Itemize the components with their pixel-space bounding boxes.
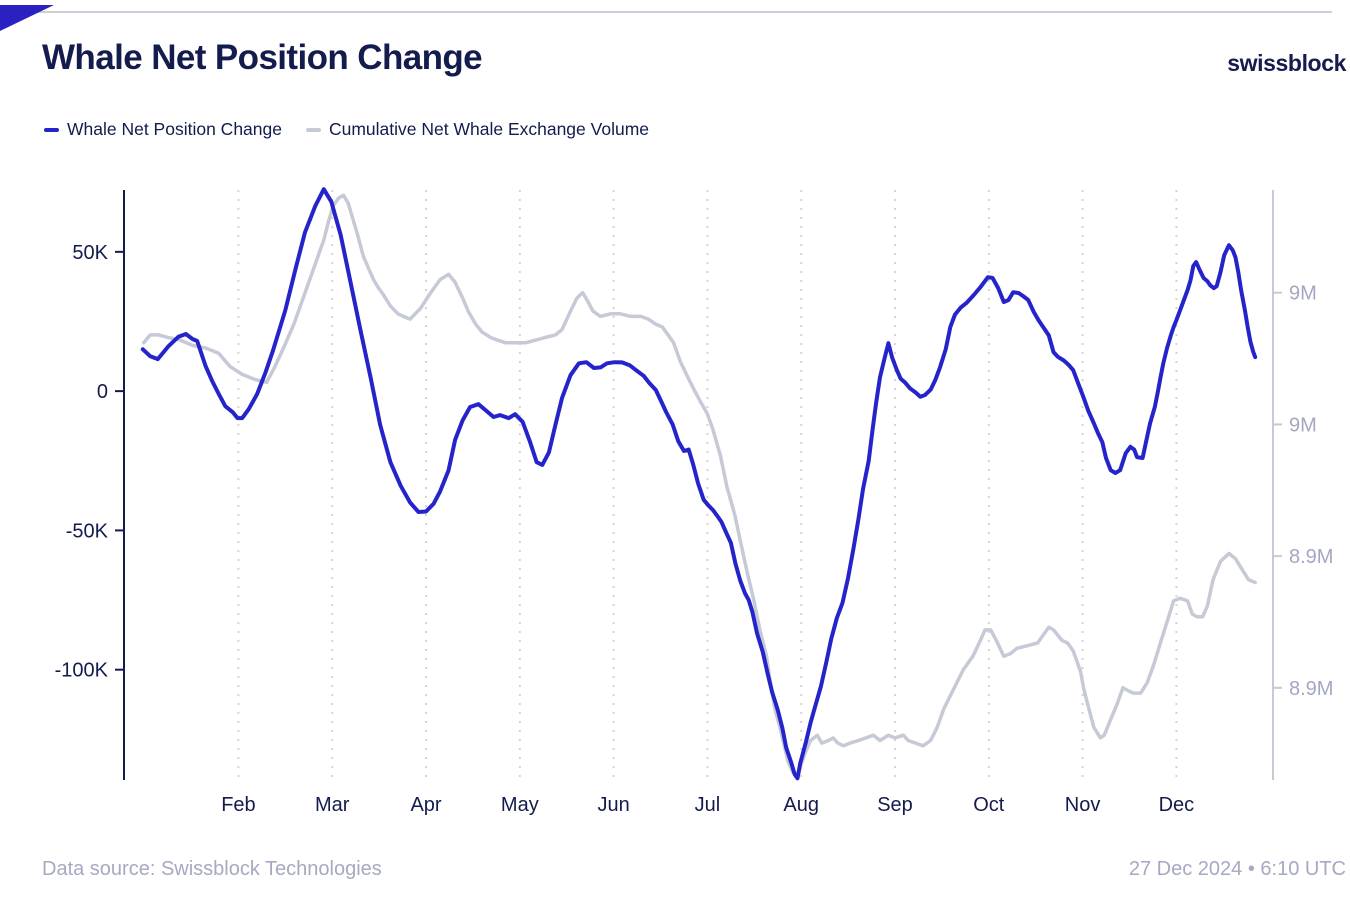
series-cumulative-net-whale-exchange-volume [141,193,1257,780]
brand-logo: swissblock [1227,50,1346,76]
right-axis-label: 9M [1289,414,1317,436]
legend-dash-blue-icon [44,127,59,132]
month-label-may: May [501,794,539,816]
page-title: Whale Net Position Change [42,38,483,77]
top-border [0,11,1332,13]
month-label-feb: Feb [221,794,255,816]
right-axis-label: 8.9M [1289,678,1333,700]
month-label-mar: Mar [315,794,350,816]
legend-label: Cumulative Net Whale Exchange Volume [328,119,650,139]
month-label-sep: Sep [877,794,913,816]
corner-triangle-icon [0,5,54,31]
left-axis-label: 0 [97,381,108,403]
month-label-apr: Apr [410,794,441,816]
legend-label: Whale Net Position Change [67,119,282,139]
left-axis-label: -100K [55,660,109,682]
data-source-text: Data source: Swissblock Technologies [42,858,382,880]
left-axis-label: -50K [66,520,109,542]
month-label-dec: Dec [1159,794,1195,816]
right-axis-label: 8.9M [1289,546,1333,568]
timestamp-text: 27 Dec 2024 • 6:10 UTC [1128,858,1346,880]
legend: Whale Net Position Change Cumulative Net… [44,119,649,140]
left-axis-label: 50K [72,242,108,264]
legend-item-whale-net-position: Whale Net Position Change [44,119,282,140]
right-axis-label: 9M [1289,283,1317,305]
month-label-oct: Oct [973,794,1005,816]
month-label-nov: Nov [1065,794,1101,816]
series-whale-net-position-change [140,187,1258,781]
legend-item-cumulative-volume: Cumulative Net Whale Exchange Volume [305,119,650,140]
month-label-jun: Jun [597,794,629,816]
month-label-aug: Aug [783,794,819,816]
month-label-jul: Jul [695,794,721,816]
legend-dash-gray-icon [305,127,321,132]
